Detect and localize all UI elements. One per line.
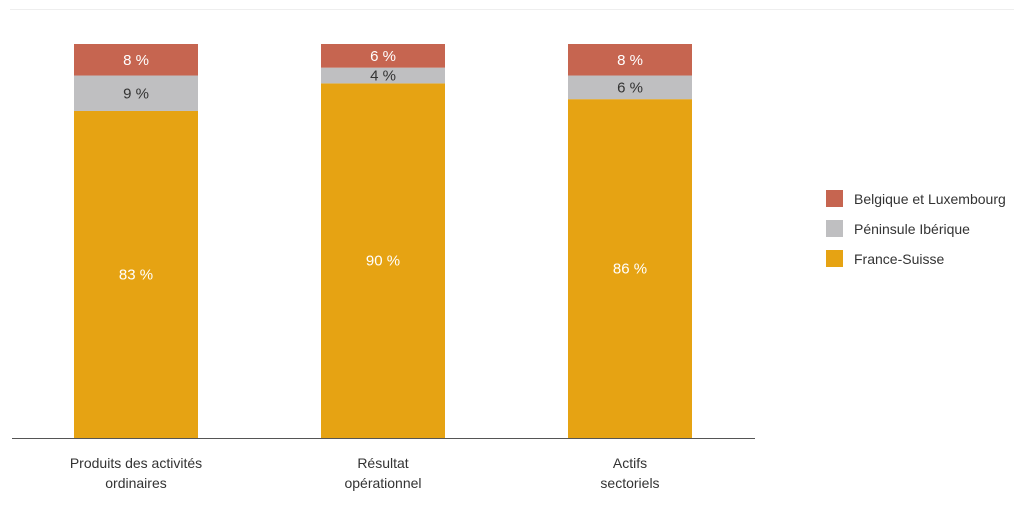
data-label-peninsule-iberique-1: 9 % xyxy=(123,85,149,102)
bar-belgique-et-luxembourg-1 xyxy=(74,44,198,76)
bar-belgique-et-luxembourg-3 xyxy=(568,44,692,76)
legend-label-peninsule-iberique: Péninsule Ibérique xyxy=(854,221,970,237)
bar-france-suisse-3 xyxy=(568,99,692,438)
category-label-2-line-2: opérationnel xyxy=(344,475,421,491)
data-label-france-suisse-1: 83 % xyxy=(119,266,153,283)
legend-label-france-suisse: France-Suisse xyxy=(854,251,944,267)
bar-peninsule-iberique-3 xyxy=(568,75,692,100)
category-label-2-line-1: Résultat xyxy=(357,455,408,471)
bar-france-suisse-2 xyxy=(321,83,445,439)
category-label-1-line-2: ordinaires xyxy=(105,475,166,491)
data-label-peninsule-iberique-2: 4 % xyxy=(370,68,396,85)
data-label-france-suisse-3: 86 % xyxy=(613,261,647,278)
bar-peninsule-iberique-1 xyxy=(74,75,198,111)
legend-swatch-belgique-et-luxembourg xyxy=(826,190,843,207)
legend-swatch-peninsule-iberique xyxy=(826,220,843,237)
data-label-belgique-et-luxembourg-2: 6 % xyxy=(370,48,396,65)
bar-france-suisse-1 xyxy=(74,110,198,438)
top-divider xyxy=(10,9,1014,10)
category-label-3-line-1: Actifs xyxy=(613,455,647,471)
data-label-belgique-et-luxembourg-3: 8 % xyxy=(617,52,643,69)
bar-peninsule-iberique-2 xyxy=(321,67,445,84)
data-label-france-suisse-2: 90 % xyxy=(366,253,400,270)
bar-belgique-et-luxembourg-2 xyxy=(321,44,445,68)
legend-label-belgique-et-luxembourg: Belgique et Luxembourg xyxy=(854,191,1006,207)
legend-swatch-france-suisse xyxy=(826,250,843,267)
category-label-3-line-2: sectoriels xyxy=(600,475,659,491)
data-label-belgique-et-luxembourg-1: 8 % xyxy=(123,52,149,69)
category-label-1-line-1: Produits des activités xyxy=(70,455,202,471)
data-label-peninsule-iberique-3: 6 % xyxy=(617,79,643,96)
